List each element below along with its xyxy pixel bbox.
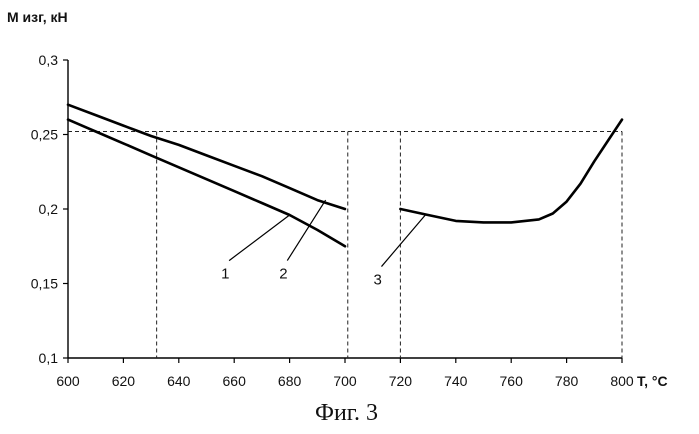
annotation-leader-3 [381,215,425,267]
y-tick-label: 0,25 [31,127,58,143]
annotation-label-2: 2 [279,266,287,283]
x-tick-label: 680 [278,373,302,389]
x-tick-label: 780 [555,373,579,389]
x-tick-label: 700 [333,373,357,389]
y-axis-title: М изг, кН [7,9,68,25]
y-tick-label: 0,15 [31,276,58,292]
x-tick-label: 800 [610,373,634,389]
x-axis-title: Т, °С [637,373,668,389]
x-tick-label: 620 [112,373,136,389]
axis-layer: 0,1 0,15 0,2 0,25 0,3 600 620 640 660 680 700 720 74… [31,52,634,389]
series-line-1 [68,120,345,247]
x-tick-label: 640 [167,373,191,389]
annotation-leader-1 [229,215,289,261]
annotation-label-3: 3 [373,272,381,289]
x-tick-label: 600 [56,373,80,389]
reference-lines [68,132,622,358]
series-layer [68,105,622,247]
x-tick-label: 720 [389,373,413,389]
y-tick-label: 0,1 [39,350,59,366]
curve-annotations: 1 2 3 [221,200,425,289]
series-line-3 [400,120,622,223]
figure-caption: Фиг. 3 [315,400,378,426]
annotation-label-1: 1 [221,266,229,283]
x-tick-label: 740 [444,373,468,389]
x-tick-label: 660 [223,373,247,389]
y-tick-label: 0,3 [39,52,59,68]
series-line-2 [68,105,345,209]
x-tick-label: 760 [500,373,524,389]
y-tick-label: 0,2 [39,201,59,217]
